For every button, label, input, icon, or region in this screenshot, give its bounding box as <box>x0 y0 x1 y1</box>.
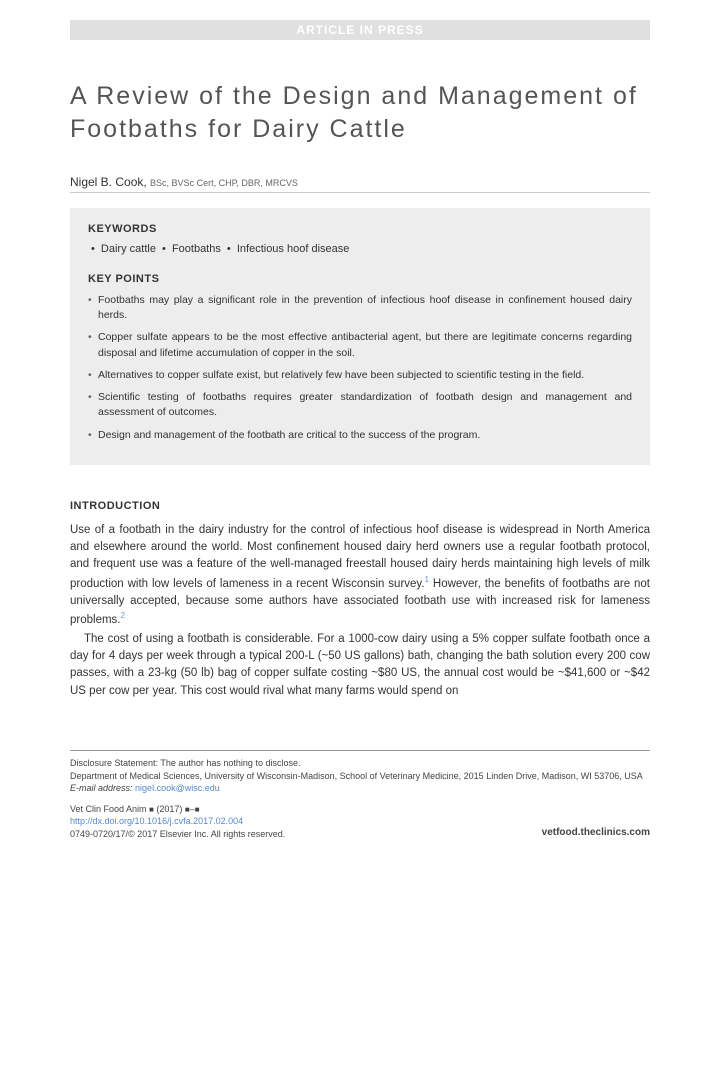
author-line: Nigel B. Cook, BSc, BVSc Cert, CHP, DBR,… <box>70 175 650 193</box>
bullet-icon: • <box>162 243 166 255</box>
keyword-item: Footbaths <box>172 243 221 255</box>
keywords-keypoints-box: KEYWORDS • Dairy cattle • Footbaths • In… <box>70 208 650 465</box>
footer-block: Disclosure Statement: The author has not… <box>70 750 650 841</box>
keyword-item: Infectious hoof disease <box>237 243 350 255</box>
author-name: Nigel B. Cook, <box>70 175 147 189</box>
journal-name: Vet Clin Food Anim <box>70 804 149 814</box>
footer-row: Vet Clin Food Anim ■ (2017) ■–■ http://d… <box>70 803 650 841</box>
keypoint-item: Copper sulfate appears to be the most ef… <box>88 330 632 360</box>
email-label: E-mail address: <box>70 783 133 793</box>
doi-link[interactable]: http://dx.doi.org/10.1016/j.cvfa.2017.02… <box>70 815 285 828</box>
keywords-list: • Dairy cattle • Footbaths • Infectious … <box>88 243 632 255</box>
article-title: A Review of the Design and Management of… <box>70 80 650 145</box>
journal-citation: Vet Clin Food Anim ■ (2017) ■–■ <box>70 803 285 816</box>
disclosure-statement: Disclosure Statement: The author has not… <box>70 757 650 770</box>
keypoints-list: Footbaths may play a significant role in… <box>88 293 632 443</box>
placeholder-icon: ■ <box>195 805 200 814</box>
placeholder-icon: ■ <box>185 805 190 814</box>
introduction-label: INTRODUCTION <box>70 500 650 512</box>
bullet-icon: • <box>91 243 95 255</box>
keypoints-label: KEY POINTS <box>88 273 632 285</box>
email-link[interactable]: nigel.cook@wisc.edu <box>135 783 220 793</box>
author-credentials: BSc, BVSc Cert, CHP, DBR, MRCVS <box>150 178 298 188</box>
keypoint-item: Scientific testing of footbaths requires… <box>88 390 632 420</box>
keywords-label: KEYWORDS <box>88 223 632 235</box>
intro-paragraph-1: Use of a footbath in the dairy industry … <box>70 522 650 629</box>
keypoint-item: Design and management of the footbath ar… <box>88 428 632 443</box>
footer-left: Vet Clin Food Anim ■ (2017) ■–■ http://d… <box>70 803 285 841</box>
issn-copyright: 0749-0720/17/© 2017 Elsevier Inc. All ri… <box>70 828 285 841</box>
keyword-item: Dairy cattle <box>101 243 156 255</box>
bullet-icon: • <box>227 243 231 255</box>
issue-year: (2017) <box>154 804 185 814</box>
journal-site[interactable]: vetfood.theclinics.com <box>542 826 650 840</box>
keypoint-item: Footbaths may play a significant role in… <box>88 293 632 323</box>
affiliation-text: Department of Medical Sciences, Universi… <box>70 770 650 783</box>
intro-paragraph-2: The cost of using a footbath is consider… <box>70 631 650 700</box>
keypoint-item: Alternatives to copper sulfate exist, bu… <box>88 368 632 383</box>
article-in-press-banner: ARTICLE IN PRESS <box>70 20 650 40</box>
reference-superscript[interactable]: 2 <box>121 611 125 620</box>
email-line: E-mail address: nigel.cook@wisc.edu <box>70 782 650 795</box>
